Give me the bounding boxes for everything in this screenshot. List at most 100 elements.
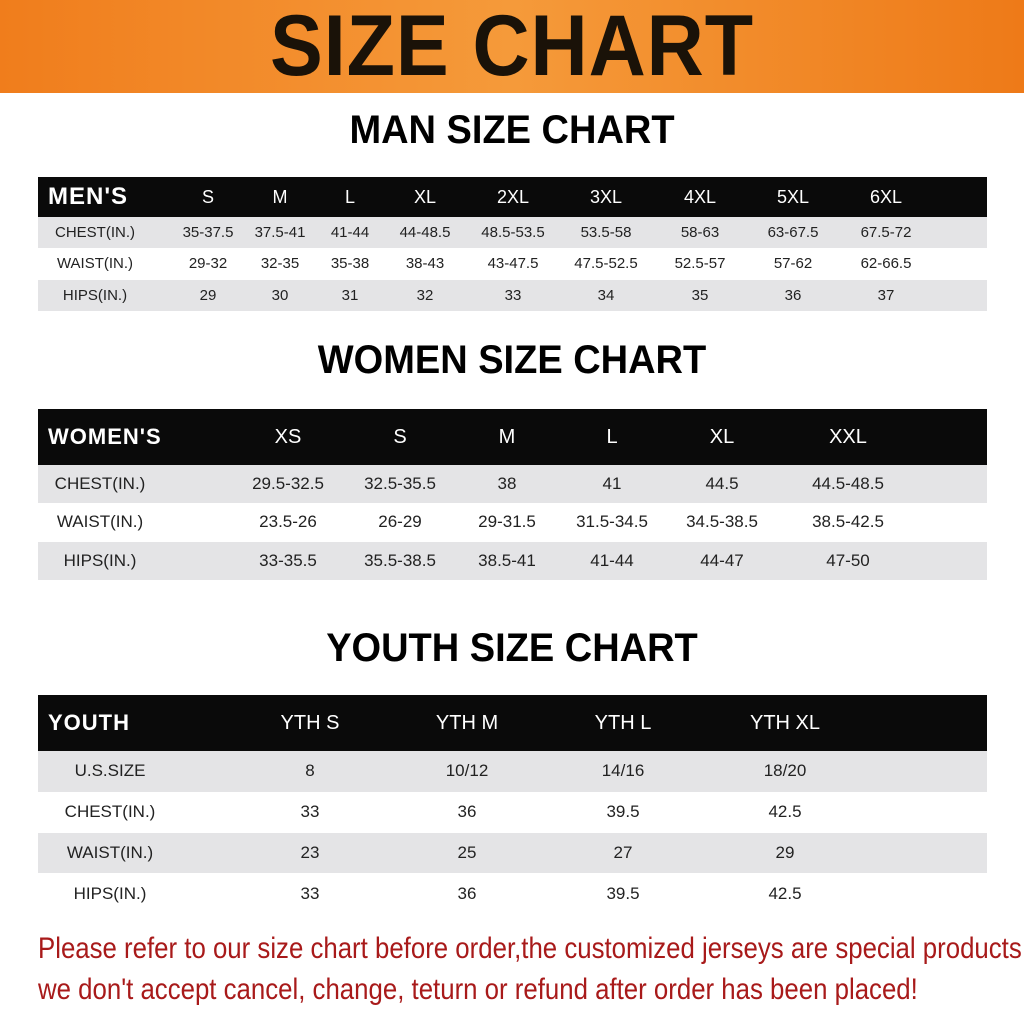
measurement-cell: 23.5-26 [259, 512, 317, 532]
youth-section-title: YOUTH SIZE CHART [326, 626, 698, 670]
row-label: HIPS(IN.) [73, 883, 147, 903]
row-label: CHEST(IN.) [55, 224, 135, 242]
women-size-header: XXL [829, 425, 867, 448]
youth-size-header: YTH L [594, 711, 652, 734]
measurement-cell: 39.5 [606, 802, 640, 822]
measurement-cell: 31.5-34.5 [576, 512, 648, 532]
measurement-cell: 35-38 [330, 255, 370, 273]
measurement-cell: 36 [457, 802, 477, 822]
measurement-cell: 30 [271, 286, 289, 304]
measurement-cell: 8 [305, 761, 315, 781]
women-size-header: M [498, 425, 516, 448]
row-label: HIPS(IN.) [63, 550, 137, 570]
measurement-cell: 44.5-48.5 [812, 474, 884, 494]
men-header-row: MEN'S S M L XL 2XL 3XL 4XL 5XL 6XL [38, 177, 987, 217]
measurement-cell: 42.5 [768, 883, 802, 903]
measurement-cell: 29 [775, 842, 795, 862]
measurement-cell: 29-31.5 [478, 512, 536, 532]
youth-table-row: CHEST(IN.) 33 36 39.5 42.5 [38, 791, 987, 833]
men-size-header: XL [413, 186, 437, 207]
men-header-label: MEN'S [48, 183, 129, 210]
measurement-cell: 36 [784, 286, 802, 304]
measurement-cell: 25 [457, 842, 477, 862]
row-label: HIPS(IN.) [62, 286, 128, 304]
women-section-title: WOMEN SIZE CHART [317, 338, 707, 382]
men-size-header: 6XL [869, 186, 903, 207]
row-label: WAIST(IN.) [66, 842, 154, 862]
measurement-cell: 33 [300, 802, 320, 822]
measurement-cell: 32 [416, 286, 434, 304]
men-table-row: WAIST(IN.) 29-32 32-35 35-38 38-43 43-47.5 47.… [38, 248, 987, 280]
measurement-cell: 32-35 [260, 255, 300, 273]
men-table-row: HIPS(IN.) 29 30 31 32 33 34 35 36 37 [38, 279, 987, 311]
youth-size-header: YTH XL [749, 711, 821, 734]
measurement-cell: 37 [877, 286, 895, 304]
measurement-cell: 18/20 [763, 761, 807, 781]
measurement-cell: 44.5 [705, 474, 739, 494]
measurement-cell: 58-63 [680, 224, 720, 242]
measurement-cell: 38.5-42.5 [812, 512, 884, 532]
men-section-title: MAN SIZE CHART [349, 108, 675, 152]
youth-size-table: YOUTH YTH S YTH M YTH L YTH XL U.S.SIZE 8 10/12… [38, 695, 987, 915]
row-label: CHEST(IN.) [54, 474, 146, 494]
men-size-header: 5XL [776, 186, 810, 207]
measurement-cell: 53.5-58 [580, 224, 632, 242]
women-table-row: HIPS(IN.) 33-35.5 35.5-38.5 38.5-41 41-44 44-… [38, 541, 987, 580]
row-label: WAIST(IN.) [56, 512, 144, 532]
measurement-cell: 52.5-57 [674, 255, 726, 273]
measurement-cell: 47-50 [826, 550, 870, 570]
row-label: CHEST(IN.) [64, 802, 156, 822]
measurement-cell: 38.5-41 [478, 550, 536, 570]
measurement-cell: 10/12 [445, 761, 489, 781]
notice-line-2: we don't accept cancel, change, teturn o… [38, 973, 918, 1006]
measurement-cell: 35-37.5 [182, 224, 234, 242]
men-size-header: S [201, 186, 215, 207]
measurement-cell: 29-32 [188, 255, 228, 273]
measurement-cell: 32.5-35.5 [364, 474, 436, 494]
men-size-table: MEN'S S M L XL 2XL 3XL 4XL 5XL 6XL CHEST(IN.) 35-37… [38, 177, 987, 311]
measurement-cell: 48.5-53.5 [481, 224, 545, 242]
youth-size-header: YTH M [435, 711, 499, 734]
banner: SIZE CHART [0, 0, 1024, 93]
youth-table-row: U.S.SIZE 8 10/12 14/16 18/20 [38, 751, 987, 792]
youth-table-row: HIPS(IN.) 33 36 39.5 42.5 [38, 873, 987, 915]
women-header-row: WOMEN'S XS S M L XL XXL [38, 409, 987, 465]
measurement-cell: 33-35.5 [259, 550, 317, 570]
row-label: U.S.SIZE [74, 761, 146, 781]
men-size-header: 4XL [683, 186, 717, 207]
notice-line-1: Please refer to our size chart before or… [38, 932, 1024, 965]
women-table-row: CHEST(IN.) 29.5-32.5 32.5-35.5 38 41 44.5 44.5… [38, 465, 987, 504]
women-size-header: S [393, 425, 407, 448]
measurement-cell: 41-44 [330, 224, 370, 242]
measurement-cell: 42.5 [768, 802, 802, 822]
measurement-cell: 14/16 [601, 761, 645, 781]
measurement-cell: 37.5-41 [254, 224, 306, 242]
measurement-cell: 35.5-38.5 [364, 550, 436, 570]
measurement-cell: 23 [300, 842, 320, 862]
measurement-cell: 35 [691, 286, 709, 304]
measurement-cell: 33 [504, 286, 522, 304]
measurement-cell: 34.5-38.5 [686, 512, 758, 532]
measurement-cell: 36 [457, 883, 477, 903]
measurement-cell: 67.5-72 [860, 224, 912, 242]
youth-table-row: WAIST(IN.) 23 25 27 29 [38, 832, 987, 874]
measurement-cell: 29.5-32.5 [252, 474, 324, 494]
men-table-row: CHEST(IN.) 35-37.5 37.5-41 41-44 44-48.5 48.5… [38, 217, 987, 249]
measurement-cell: 57-62 [773, 255, 813, 273]
youth-header-label: YOUTH [48, 710, 130, 735]
measurement-cell: 27 [613, 842, 633, 862]
measurement-cell: 39.5 [606, 883, 640, 903]
youth-size-header: YTH S [280, 711, 340, 734]
measurement-cell: 41 [602, 474, 622, 494]
measurement-cell: 29 [199, 286, 217, 304]
measurement-cell: 33 [300, 883, 320, 903]
measurement-cell: 44-48.5 [399, 224, 451, 242]
measurement-cell: 34 [597, 286, 615, 304]
measurement-cell: 38-43 [405, 255, 445, 273]
row-label: WAIST(IN.) [56, 255, 134, 273]
women-table-row: WAIST(IN.) 23.5-26 26-29 29-31.5 31.5-34.5 34… [38, 503, 987, 542]
women-size-header: XS [274, 425, 302, 448]
measurement-cell: 47.5-52.5 [574, 255, 638, 273]
measurement-cell: 62-66.5 [860, 255, 912, 273]
women-size-table: WOMEN'S XS S M L XL XXL CHEST(IN.) 29.5-32.5 32.5… [38, 409, 987, 580]
